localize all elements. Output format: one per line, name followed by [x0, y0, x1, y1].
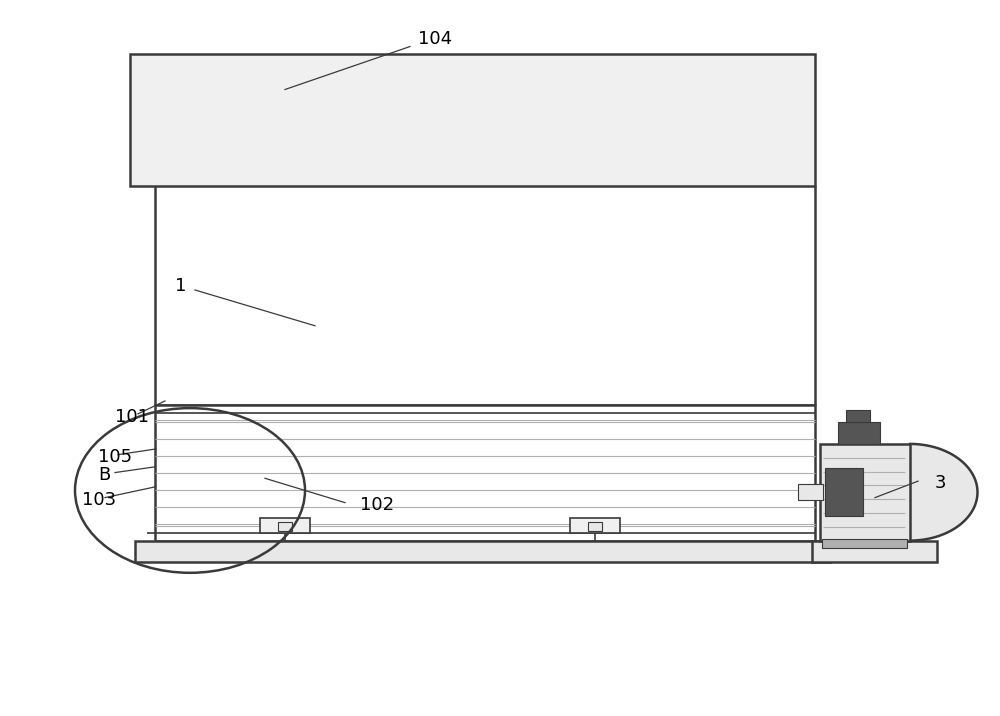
Bar	[588, 522, 602, 531]
Bar	[825, 468, 863, 516]
Text: 3: 3	[935, 474, 946, 493]
Bar	[155, 186, 815, 405]
Text: 102: 102	[360, 495, 394, 514]
Bar	[260, 518, 310, 533]
Polygon shape	[910, 444, 977, 541]
Text: B: B	[98, 465, 110, 484]
Bar	[798, 485, 823, 500]
Text: 1: 1	[175, 277, 186, 296]
Text: 105: 105	[98, 448, 132, 466]
Bar	[278, 522, 292, 531]
Text: 101: 101	[115, 407, 149, 426]
Bar	[820, 444, 910, 541]
Bar	[812, 541, 937, 562]
Text: 104: 104	[418, 30, 452, 49]
Bar	[822, 539, 907, 548]
Bar	[130, 54, 815, 186]
Bar	[135, 541, 830, 562]
Bar	[838, 422, 880, 444]
Bar	[846, 410, 870, 422]
Bar	[570, 518, 620, 533]
Text: 103: 103	[82, 490, 116, 509]
Bar	[155, 405, 815, 541]
